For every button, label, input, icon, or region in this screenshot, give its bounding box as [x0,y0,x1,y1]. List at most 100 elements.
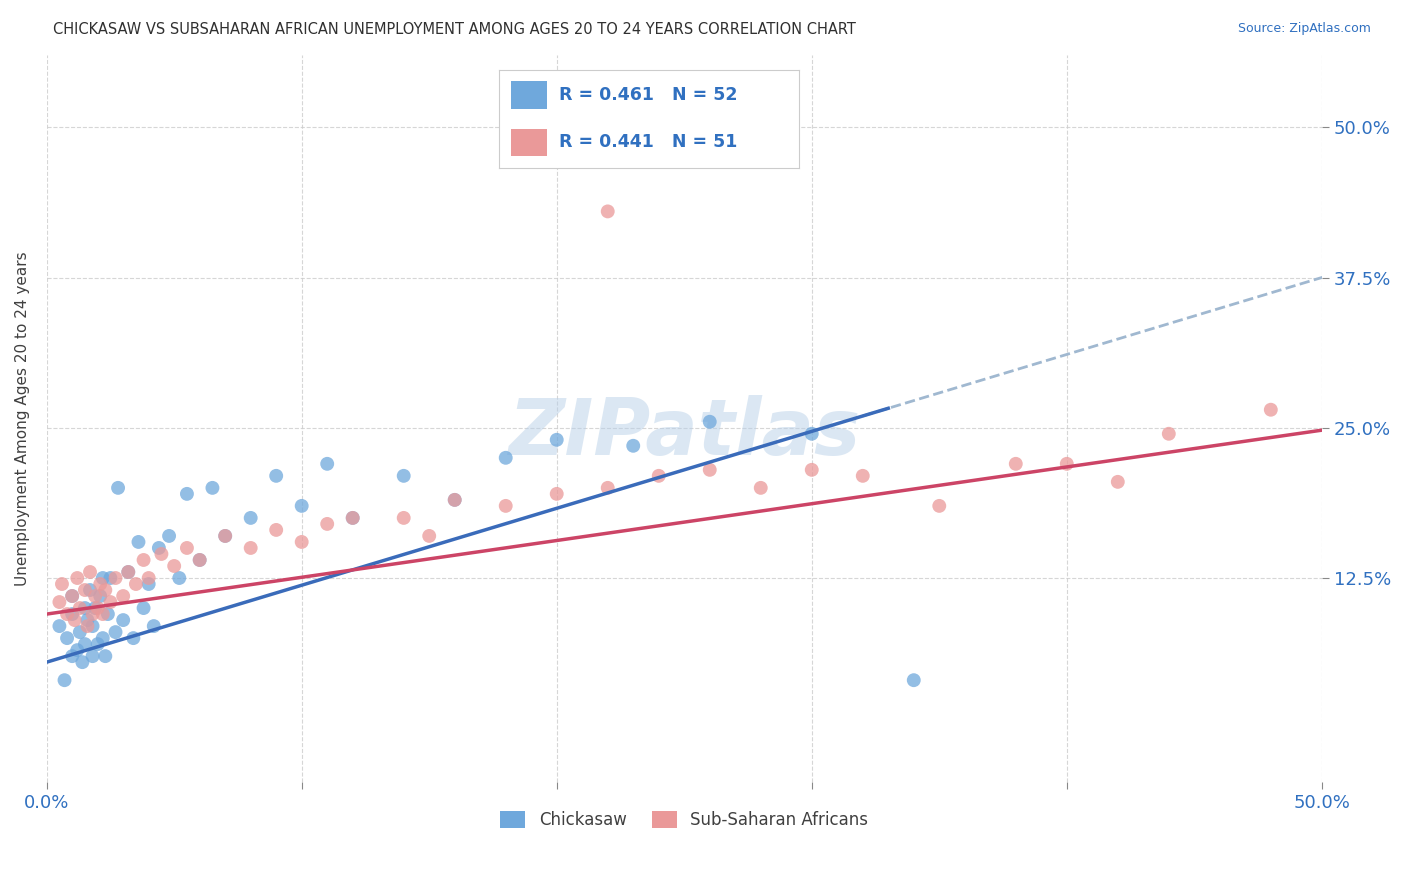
Legend: Chickasaw, Sub-Saharan Africans: Chickasaw, Sub-Saharan Africans [494,805,875,836]
Point [291,499,314,513]
Point [104,571,127,585]
Point [117,565,139,579]
Point [201,481,224,495]
Point [63,613,86,627]
Point [546,433,568,447]
Point [852,468,875,483]
Point [60,607,83,621]
Point [89,577,111,591]
Point [1157,426,1180,441]
Point [86,637,108,651]
Point [596,481,619,495]
Point [239,511,262,525]
Point [142,619,165,633]
Text: Source: ZipAtlas.com: Source: ZipAtlas.com [1237,22,1371,36]
Point [97,607,120,621]
Point [127,535,149,549]
Point [176,487,198,501]
Point [800,426,823,441]
Point [1056,457,1078,471]
Point [60,649,83,664]
Point [53,673,76,688]
Point [342,511,364,525]
Point [91,607,114,621]
Point [72,655,94,669]
Point [56,607,79,621]
Point [1004,457,1026,471]
Point [79,565,101,579]
Point [84,589,107,603]
Point [214,529,236,543]
Point [76,613,98,627]
Point [91,571,114,585]
Point [107,481,129,495]
Y-axis label: Unemployment Among Ages 20 to 24 years: Unemployment Among Ages 20 to 24 years [15,252,30,586]
Point [169,571,191,585]
Point [621,439,644,453]
Point [73,601,96,615]
Point [117,565,139,579]
Point [495,499,517,513]
Point [82,607,104,621]
Point [69,625,91,640]
Point [188,553,211,567]
Text: ZIPatlas: ZIPatlas [508,395,860,471]
Point [148,541,170,555]
Text: CHICKASAW VS SUBSAHARAN AFRICAN UNEMPLOYMENT AMONG AGES 20 TO 24 YEARS CORRELATI: CHICKASAW VS SUBSAHARAN AFRICAN UNEMPLOY… [53,22,856,37]
Point [1107,475,1129,489]
Point [903,673,925,688]
Point [51,577,73,591]
Point [316,457,339,471]
Point [82,649,104,664]
Point [138,577,160,591]
Point [291,535,314,549]
Point [100,571,122,585]
Point [69,601,91,615]
Point [66,643,89,657]
Point [443,492,465,507]
Point [48,595,70,609]
Point [188,553,211,567]
Point [800,463,823,477]
Point [392,468,415,483]
Point [443,492,465,507]
Point [84,601,107,615]
Point [112,613,135,627]
Point [104,625,127,640]
Point [239,541,262,555]
Point [749,481,772,495]
Point [122,631,145,645]
Point [73,637,96,651]
Point [1260,402,1282,417]
Point [214,529,236,543]
Point [60,589,83,603]
Point [76,619,98,633]
Point [86,601,108,615]
Point [699,463,721,477]
Point [56,631,79,645]
Point [73,582,96,597]
Point [138,571,160,585]
Point [112,589,135,603]
Point [91,631,114,645]
Point [48,619,70,633]
Point [82,619,104,633]
Point [316,516,339,531]
Point [495,450,517,465]
Point [264,468,287,483]
Point [89,589,111,603]
Point [150,547,173,561]
Point [596,204,619,219]
Point [176,541,198,555]
Point [125,577,148,591]
Point [132,601,155,615]
Point [928,499,950,513]
Point [546,487,568,501]
Point [392,511,415,525]
Point [163,559,186,574]
Point [157,529,180,543]
Point [79,582,101,597]
Point [94,582,117,597]
Point [699,415,721,429]
Point [342,511,364,525]
